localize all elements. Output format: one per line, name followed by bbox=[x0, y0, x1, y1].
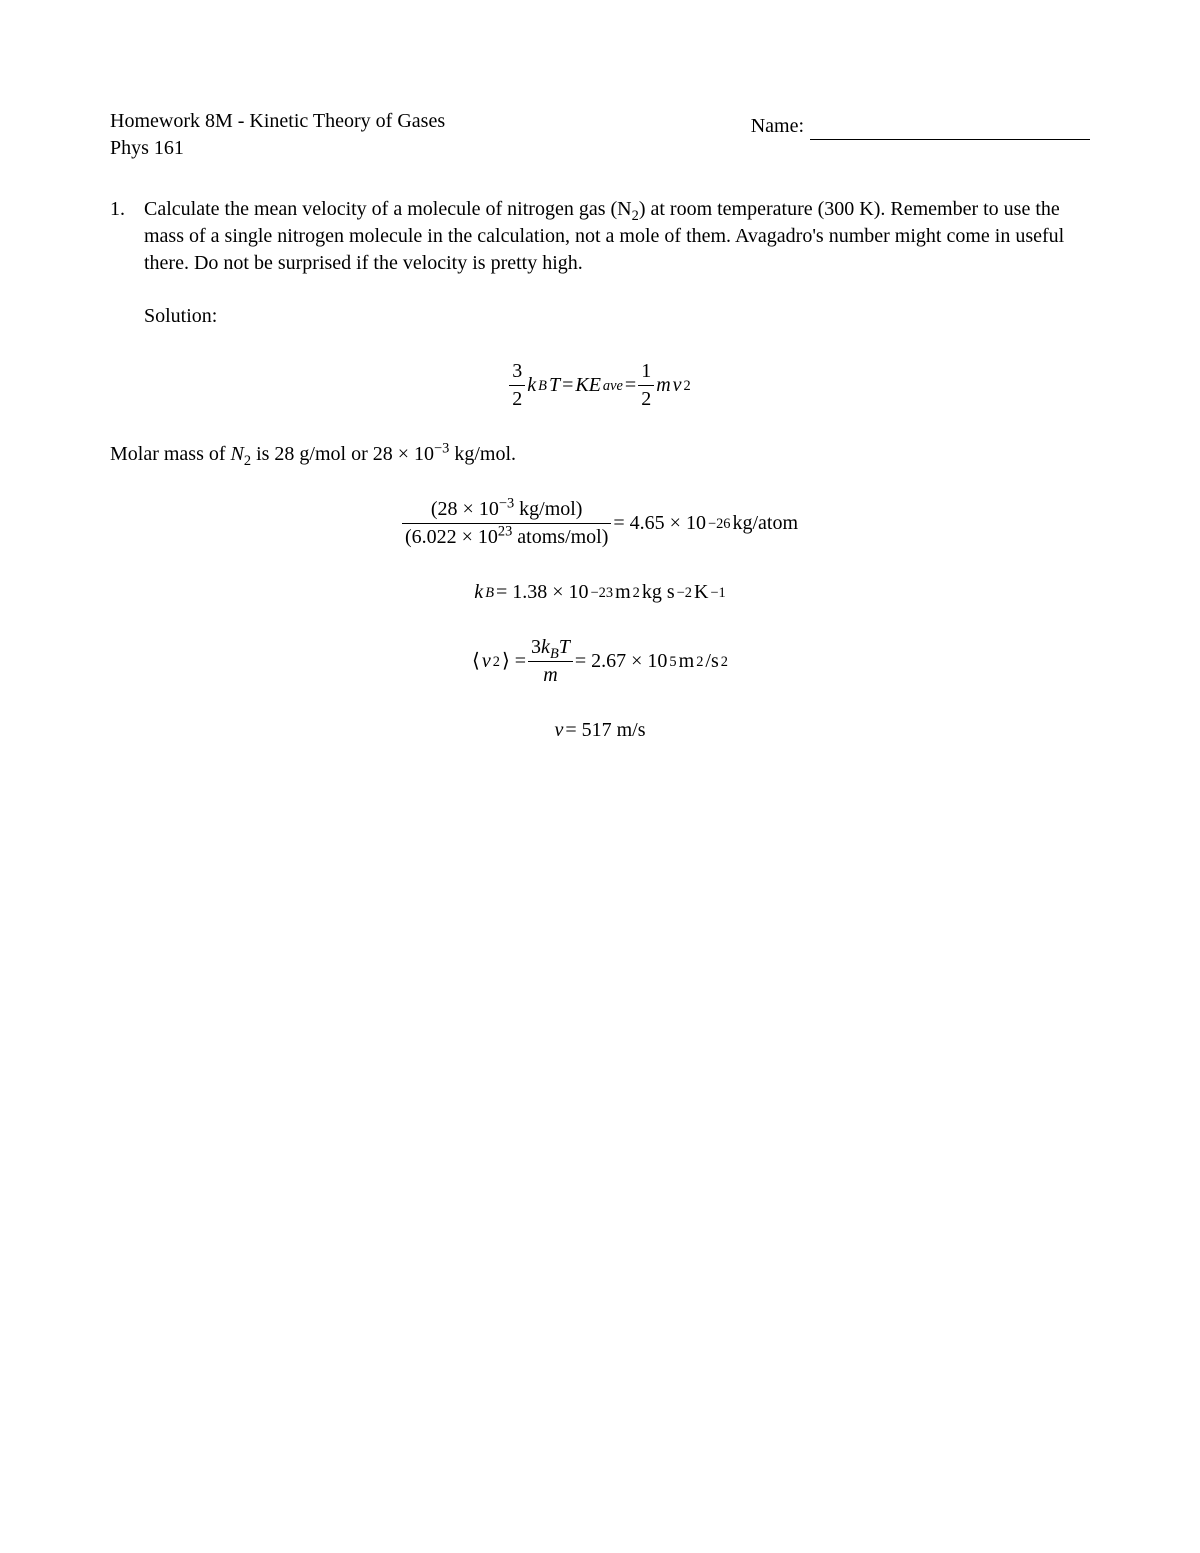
mass-den-exp: 23 bbox=[498, 523, 512, 539]
equation-kb: kB = 1.38 × 10−23 m2 kg s−2 K−1 bbox=[110, 579, 1090, 606]
rangle-eq: ⟩ = bbox=[502, 648, 526, 675]
molar-n: N bbox=[231, 443, 244, 465]
header-left: Homework 8M - Kinetic Theory of Gases Ph… bbox=[110, 108, 445, 162]
equation-mass-per-atom: (28 × 10−3 kg/mol) (6.022 × 1023 atoms/m… bbox=[110, 496, 1090, 551]
problem-body: Calculate the mean velocity of a molecul… bbox=[144, 196, 1090, 330]
header-row: Homework 8M - Kinetic Theory of Gases Ph… bbox=[110, 108, 1090, 162]
frac-mass: (28 × 10−3 kg/mol) (6.022 × 1023 atoms/m… bbox=[402, 496, 611, 551]
molar-mid: is 28 g/mol or 28 × 10 bbox=[251, 443, 434, 465]
problem-1: 1. Calculate the mean velocity of a mole… bbox=[110, 196, 1090, 330]
molar-mass-line: Molar mass of N2 is 28 g/mol or 28 × 10−… bbox=[110, 441, 1090, 468]
frac-3kbt-m: 3kBT m bbox=[528, 634, 573, 689]
var-m: m bbox=[656, 372, 670, 399]
frac-num2: 1 bbox=[638, 358, 654, 385]
var-ke: KE bbox=[575, 372, 601, 399]
vfinal-v: v bbox=[554, 717, 563, 744]
var-v: v bbox=[673, 372, 682, 399]
kb-unit-m: m bbox=[615, 579, 631, 606]
v2-num-t: T bbox=[559, 636, 570, 658]
frac-den2: 2 bbox=[638, 385, 654, 413]
kb-k: k bbox=[474, 579, 483, 606]
v2-num-3: 3 bbox=[531, 636, 541, 658]
mass-num: (28 × 10−3 kg/mol) bbox=[402, 496, 611, 523]
v2-den-m: m bbox=[528, 661, 573, 689]
molar-sub2: 2 bbox=[244, 453, 251, 469]
problem-text-part1: Calculate the mean velocity of a molecul… bbox=[144, 198, 632, 220]
mass-den-a: (6.022 × 10 bbox=[405, 526, 498, 548]
page: Homework 8M - Kinetic Theory of Gases Ph… bbox=[0, 0, 1200, 1553]
molar-pre: Molar mass of bbox=[110, 443, 231, 465]
molar-post: kg/mol. bbox=[449, 443, 516, 465]
mass-res-unit: kg/atom bbox=[732, 510, 798, 537]
v2-eq: = 2.67 × 10 bbox=[575, 648, 668, 675]
n2-subscript: 2 bbox=[632, 208, 639, 224]
equals-1a: = bbox=[562, 372, 573, 399]
mass-num-exp: −3 bbox=[499, 495, 514, 511]
kb-unit-k: K bbox=[694, 579, 708, 606]
kb-unit-kgs: kg s bbox=[642, 579, 675, 606]
mass-eq: = 4.65 × 10 bbox=[613, 510, 706, 537]
equals-1b: = bbox=[625, 372, 636, 399]
mass-num-b: kg/mol) bbox=[514, 498, 582, 520]
equation-v-squared: ⟨v2⟩ = 3kBT m = 2.67 × 105 m2/s2 bbox=[110, 634, 1090, 689]
vfinal-eq: = 517 m/s bbox=[565, 717, 645, 744]
name-field: Name: bbox=[751, 113, 1090, 140]
equation-ke: 3 2 kBT = KEave = 1 2 mv2 bbox=[110, 358, 1090, 413]
name-label: Name: bbox=[751, 113, 804, 140]
frac-num: 3 bbox=[509, 358, 525, 385]
problem-number: 1. bbox=[110, 196, 144, 330]
frac-1-2: 1 2 bbox=[638, 358, 654, 413]
v2-unit-m: m bbox=[679, 648, 695, 675]
v2-unit-s: /s bbox=[705, 648, 718, 675]
frac-den: 2 bbox=[509, 385, 525, 413]
var-k: k bbox=[527, 372, 536, 399]
problem-text: Calculate the mean velocity of a molecul… bbox=[144, 196, 1090, 277]
kb-eq: = 1.38 × 10 bbox=[496, 579, 589, 606]
homework-title: Homework 8M - Kinetic Theory of Gases bbox=[110, 108, 445, 135]
var-t: T bbox=[549, 372, 560, 399]
equation-v-final: v = 517 m/s bbox=[110, 717, 1090, 744]
v2-num-b: B bbox=[550, 646, 559, 662]
course-code: Phys 161 bbox=[110, 135, 445, 162]
frac-3-2: 3 2 bbox=[509, 358, 525, 413]
mass-num-a: (28 × 10 bbox=[431, 498, 499, 520]
molar-exp: −3 bbox=[434, 440, 449, 456]
solution-label: Solution: bbox=[144, 303, 1090, 330]
v2-num-k: k bbox=[541, 636, 550, 658]
mass-den: (6.022 × 1023 atoms/mol) bbox=[402, 523, 611, 551]
v2-v: v bbox=[482, 648, 491, 675]
mass-den-b: atoms/mol) bbox=[512, 526, 608, 548]
v2-num: 3kBT bbox=[528, 634, 573, 661]
name-blank-line[interactable] bbox=[810, 119, 1090, 140]
langle: ⟨ bbox=[472, 648, 480, 675]
